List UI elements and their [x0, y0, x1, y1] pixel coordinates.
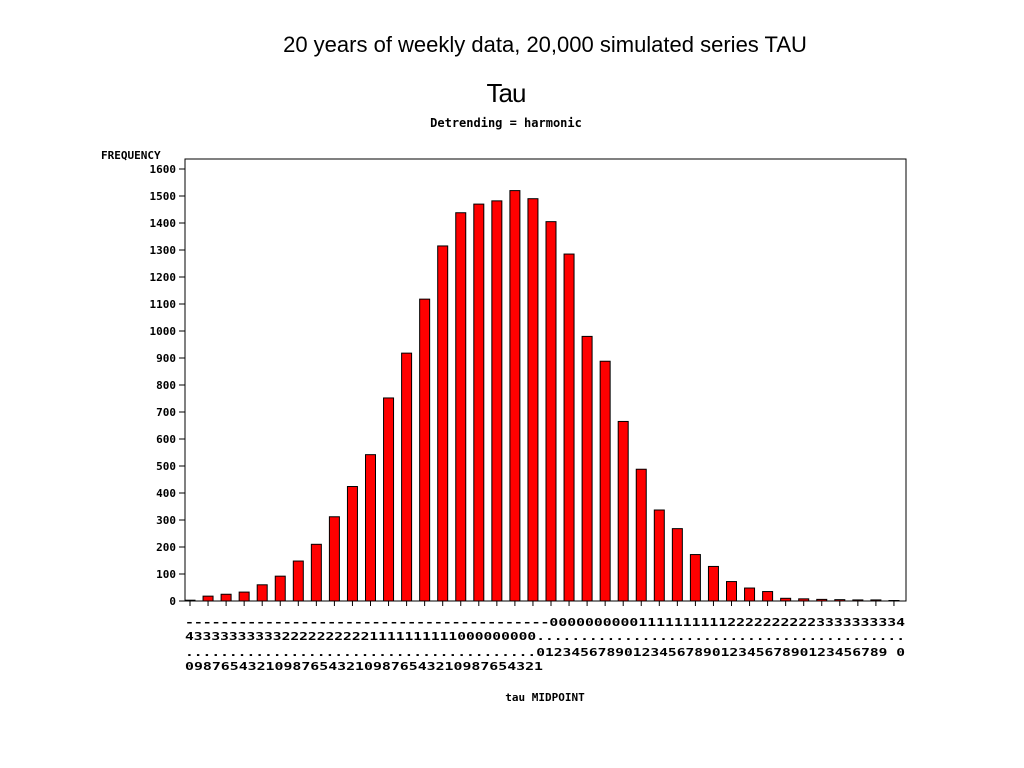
y-tick-label: 700 [156, 406, 176, 419]
bar [653, 509, 665, 602]
x-tick-label-row: 0987654321098765432109876543210987654321 [185, 660, 544, 673]
bar [238, 591, 250, 602]
bar [635, 468, 647, 602]
bar [834, 599, 846, 602]
bar [816, 598, 828, 602]
bar [365, 454, 376, 602]
y-tick-label: 600 [156, 433, 176, 446]
bar [473, 203, 485, 602]
y-tick-label: 500 [156, 460, 176, 473]
bar [383, 397, 395, 602]
bar [744, 587, 756, 602]
bar [274, 575, 286, 602]
bar [599, 360, 611, 602]
x-axis-label: tau MIDPOINT [505, 691, 585, 704]
bar [852, 599, 864, 602]
bar [780, 597, 792, 602]
bar [870, 599, 882, 602]
slide-title: 20 years of weekly data, 20,000 simulate… [283, 32, 807, 57]
bar [184, 599, 196, 602]
y-tick-label: 200 [156, 541, 176, 554]
y-tick-label: 1000 [150, 325, 177, 338]
x-tick-label-row: 4333333333322222222221111111111000000000… [185, 630, 905, 643]
bar [689, 554, 701, 602]
bar [292, 560, 304, 602]
bar [527, 198, 539, 602]
bar [202, 595, 214, 602]
y-tick-label: 1200 [150, 271, 177, 284]
bar [888, 600, 900, 602]
bar [509, 190, 521, 602]
bar [563, 253, 575, 602]
bar [220, 593, 232, 602]
x-tick-label-row: ........................................… [185, 646, 905, 659]
bar [707, 565, 719, 602]
bar [798, 598, 810, 602]
bar [491, 200, 503, 602]
bar [617, 420, 629, 602]
y-tick-label: 100 [156, 568, 176, 581]
y-tick-label: 300 [156, 514, 176, 527]
bar [726, 581, 737, 602]
bar [545, 221, 557, 602]
bar [256, 584, 268, 602]
y-tick-label: 900 [156, 352, 176, 365]
bar [762, 591, 774, 602]
x-tick-label-row: ----------------------------------------… [185, 616, 905, 629]
chart-title: Tau [486, 78, 527, 108]
bar [671, 528, 683, 602]
bar [455, 212, 467, 602]
y-tick-label: 1100 [150, 298, 177, 311]
y-tick-label: 1600 [150, 163, 177, 176]
bar [401, 352, 413, 602]
bar [437, 245, 449, 602]
y-tick-label: 1400 [150, 217, 177, 230]
y-tick-label: 800 [156, 379, 176, 392]
y-tick-label: 1300 [150, 244, 177, 257]
chart-subtitle: Detrending = harmonic [430, 116, 582, 130]
bar [310, 543, 322, 602]
y-tick-label: 1500 [150, 190, 177, 203]
bar [419, 298, 431, 602]
bar [346, 486, 358, 602]
y-axis-label: FREQUENCY [101, 149, 161, 162]
bar [328, 516, 340, 602]
y-tick-label: 0 [169, 595, 176, 608]
y-tick-label: 400 [156, 487, 176, 500]
bar [581, 335, 593, 602]
